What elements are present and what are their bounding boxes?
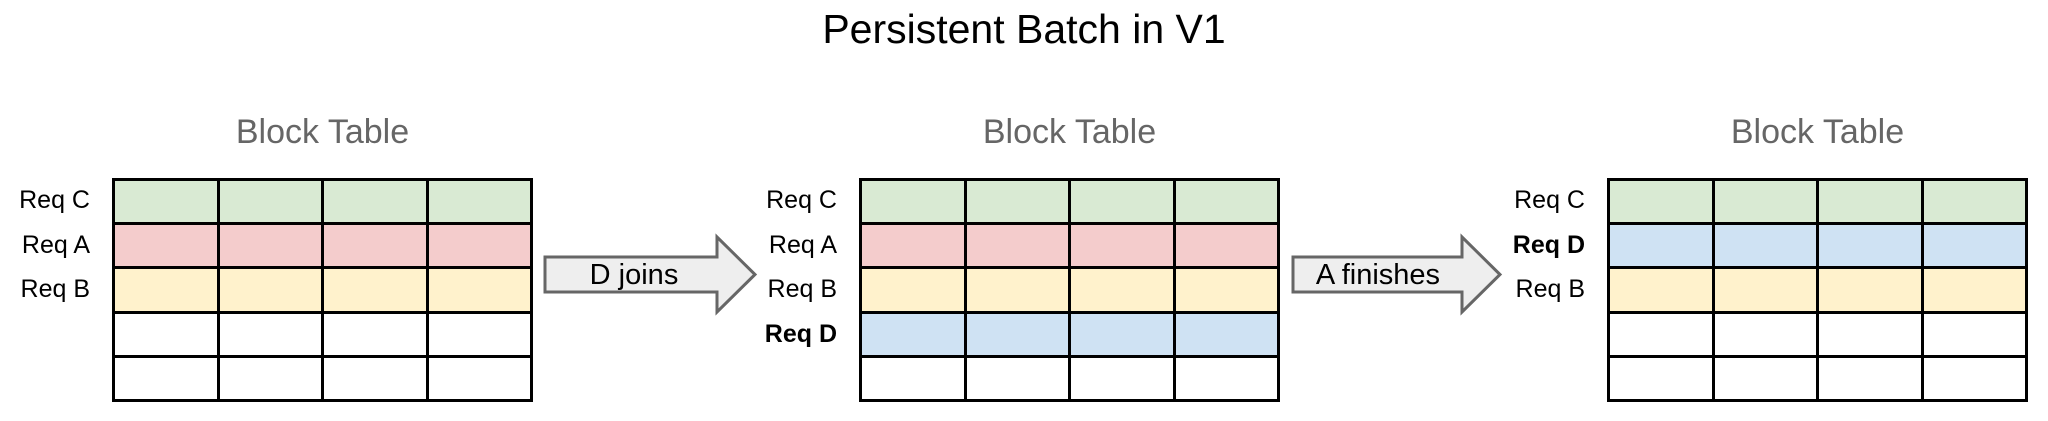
block-cell-green: [1175, 181, 1277, 223]
block-table-panel-3: Block Table Req C Req D Req B: [1513, 0, 2028, 421]
block-cell-white: [1819, 313, 1921, 355]
block-cell-white: [1071, 357, 1173, 399]
block-cell-blue: [1071, 313, 1173, 355]
d-joins-arrow: D joins: [543, 233, 758, 316]
block-cell-red: [324, 225, 426, 267]
block-cell-white: [428, 313, 530, 355]
block-cell-white: [115, 357, 217, 399]
block-grid: [112, 178, 533, 402]
block-cell-yellow: [219, 269, 321, 311]
block-cell-green: [1610, 181, 1712, 223]
row-label-empty: [0, 312, 90, 357]
row-label: Req D: [1512, 230, 1585, 259]
block-cell-green: [1071, 181, 1173, 223]
block-cell-green: [219, 181, 321, 223]
row-label: Req C: [19, 185, 90, 214]
row-label: Req D: [764, 320, 837, 349]
block-cell-white: [1819, 357, 1921, 399]
block-cell-yellow: [324, 269, 426, 311]
row-label: Req B: [1515, 275, 1585, 304]
block-cell-yellow: [1923, 269, 2025, 311]
block-cell-white: [1610, 313, 1712, 355]
block-cell-white: [1714, 313, 1816, 355]
block-cell-yellow: [862, 269, 964, 311]
block-cell-red: [862, 225, 964, 267]
block-cell-green: [1819, 181, 1921, 223]
block-grid: [859, 178, 1280, 402]
block-cell-blue: [1923, 225, 2025, 267]
block-cell-blue: [1610, 225, 1712, 267]
block-cell-green: [862, 181, 964, 223]
block-cell-yellow: [966, 269, 1068, 311]
block-cell-yellow: [1175, 269, 1277, 311]
block-cell-white: [428, 357, 530, 399]
block-cell-white: [219, 357, 321, 399]
block-cell-white: [1610, 357, 1712, 399]
block-table-panel-1: Block Table Req C Req A Req B: [19, 0, 533, 421]
block-cell-red: [1071, 225, 1173, 267]
block-cell-yellow: [1819, 269, 1921, 311]
block-table-title: Block Table: [235, 113, 410, 151]
block-cell-white: [1923, 313, 2025, 355]
block-cell-yellow: [1714, 269, 1816, 311]
block-cell-white: [966, 357, 1068, 399]
block-cell-blue: [1175, 313, 1277, 355]
row-label: Req C: [1514, 185, 1585, 214]
block-cell-white: [324, 313, 426, 355]
block-cell-yellow: [1610, 269, 1712, 311]
block-grid: [1607, 178, 2028, 402]
block-cell-red: [115, 225, 217, 267]
block-cell-white: [862, 357, 964, 399]
arrow-label: A finishes: [1316, 259, 1440, 291]
row-label-empty: [1415, 357, 1585, 402]
block-cell-yellow: [115, 269, 217, 311]
block-cell-blue: [862, 313, 964, 355]
row-label-empty: [1415, 312, 1585, 357]
block-cell-blue: [966, 313, 1068, 355]
row-label: Req B: [767, 275, 837, 304]
block-cell-green: [324, 181, 426, 223]
row-label: Req A: [21, 230, 90, 259]
block-cell-white: [1175, 357, 1277, 399]
block-table-title: Block Table: [982, 113, 1157, 151]
row-label: Req C: [766, 185, 837, 214]
block-table-title: Block Table: [1730, 113, 1905, 151]
row-label-empty: [667, 357, 837, 402]
right-arrow-icon: [1291, 233, 1503, 316]
block-cell-white: [115, 313, 217, 355]
block-cell-white: [1923, 357, 2025, 399]
block-cell-white: [324, 357, 426, 399]
row-label-empty: [0, 357, 90, 402]
row-labels: Req C Req A Req B Req D: [667, 178, 837, 402]
block-cell-blue: [1819, 225, 1921, 267]
block-cell-white: [219, 313, 321, 355]
block-cell-yellow: [1071, 269, 1173, 311]
block-table-panel-2: Block Table Req C Req A Req B Req D: [765, 0, 1280, 421]
block-cell-green: [966, 181, 1068, 223]
a-finishes-arrow: A finishes: [1291, 233, 1503, 316]
row-label: Req A: [768, 230, 837, 259]
block-cell-green: [1714, 181, 1816, 223]
row-label: Req B: [20, 275, 90, 304]
block-cell-yellow: [428, 269, 530, 311]
block-cell-red: [966, 225, 1068, 267]
block-cell-blue: [1714, 225, 1816, 267]
block-cell-green: [1923, 181, 2025, 223]
row-labels: Req C Req D Req B: [1415, 178, 1585, 402]
block-cell-red: [219, 225, 321, 267]
arrow-label: D joins: [590, 259, 679, 291]
block-cell-red: [428, 225, 530, 267]
diagram-title: Persistent Batch in V1: [822, 6, 1226, 52]
block-cell-white: [1714, 357, 1816, 399]
block-cell-green: [115, 181, 217, 223]
row-labels: Req C Req A Req B: [0, 178, 90, 402]
right-arrow-icon: [543, 233, 758, 316]
block-cell-green: [428, 181, 530, 223]
block-cell-red: [1175, 225, 1277, 267]
